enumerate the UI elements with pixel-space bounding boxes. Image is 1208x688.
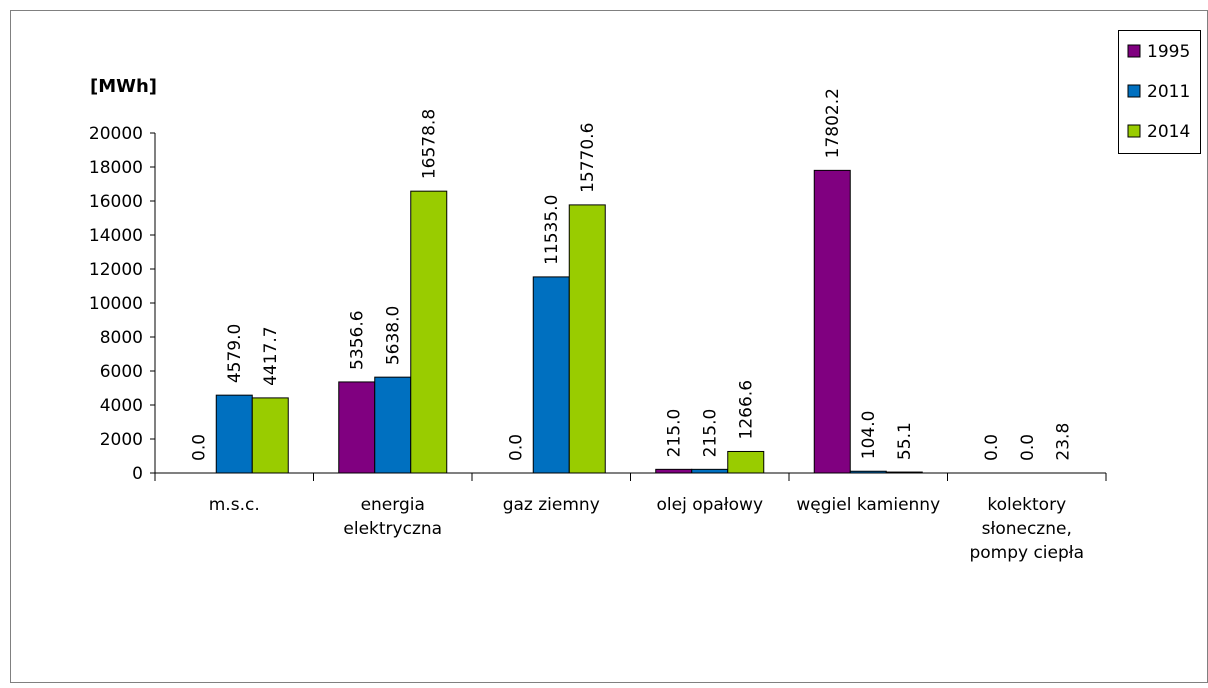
data-label: 215.0: [701, 409, 721, 458]
data-label: 4417.7: [261, 326, 281, 385]
bar: [568, 204, 606, 474]
x-tick-label: kolektory słoneczne, pompy ciepła: [969, 495, 1084, 563]
data-label: 5638.0: [384, 306, 404, 365]
data-label: 17802.2: [823, 88, 843, 158]
y-tick-label: 16000: [89, 192, 143, 212]
bar: [251, 397, 289, 474]
bar: [374, 376, 412, 474]
x-tick-label: energia elektryczna: [343, 495, 442, 539]
bar: [532, 276, 570, 474]
data-label: 23.8: [1054, 423, 1074, 461]
data-label: 55.1: [895, 422, 915, 460]
data-label: 16578.8: [420, 109, 440, 179]
data-label: 11535.0: [542, 195, 562, 265]
bar: [885, 471, 923, 474]
legend: 1995 2011 2014: [1118, 30, 1201, 154]
y-tick-label: 12000: [89, 260, 143, 280]
data-label: 0.0: [189, 434, 209, 461]
legend-label: 2011: [1147, 82, 1190, 102]
y-tick-label: 8000: [100, 328, 143, 348]
data-label: 5356.6: [348, 310, 368, 369]
data-label: 1266.6: [737, 380, 757, 439]
bar: [338, 381, 376, 474]
bar: [691, 468, 729, 474]
data-label: 104.0: [859, 411, 879, 460]
y-tick-label: 6000: [100, 362, 143, 382]
y-tick-label: 14000: [89, 226, 143, 246]
y-tick-label: 18000: [89, 158, 143, 178]
x-tick-label: m.s.c.: [209, 495, 260, 515]
bar: [215, 394, 253, 474]
bar: [849, 470, 887, 474]
legend-label: 2014: [1147, 122, 1190, 142]
x-tick-label: olej opałowy: [656, 495, 763, 515]
data-label: 0.0: [506, 434, 526, 461]
legend-swatch: [1127, 124, 1141, 138]
data-label: 215.0: [665, 409, 685, 458]
data-label: 0.0: [982, 434, 1002, 461]
plot-area: 0 2000 4000 6000 8000 10000 12000 14000 16000 180…: [89, 88, 1107, 563]
legend-label: 1995: [1147, 42, 1190, 62]
y-tick-label: 20000: [89, 124, 143, 144]
bar: [655, 468, 693, 474]
y-tick-label: 0: [132, 464, 143, 484]
y-tick-label: 10000: [89, 294, 143, 314]
y-tick-label: 2000: [100, 430, 143, 450]
legend-swatch: [1127, 84, 1141, 98]
bar: [410, 190, 448, 474]
data-label: 0.0: [1018, 434, 1038, 461]
x-tick-label: węgiel kamienny: [796, 495, 940, 515]
y-tick-label: 4000: [100, 396, 143, 416]
unit-label: [MWh]: [90, 76, 157, 97]
legend-swatch: [1127, 44, 1141, 58]
x-tick-label: gaz ziemny: [503, 495, 600, 515]
bar: [727, 450, 765, 474]
data-label: 15770.6: [578, 123, 598, 193]
chart-border: [10, 10, 1208, 683]
bar: [813, 169, 851, 474]
data-label: 4579.0: [225, 324, 245, 383]
